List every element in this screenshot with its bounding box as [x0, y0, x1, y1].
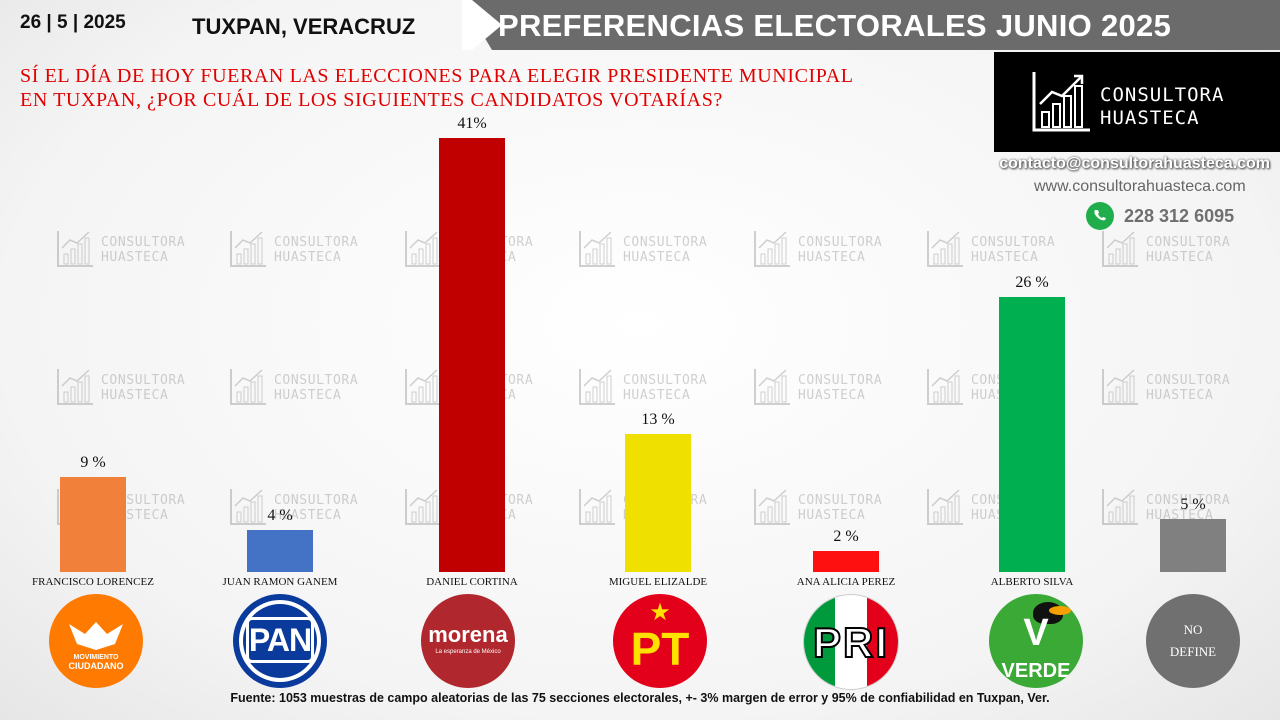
brand-name: CONSULTORA HUASTECA [1100, 84, 1224, 130]
candidate-label: ALBERTO SILVA [990, 576, 1074, 588]
source-footnote: Fuente: 1053 muestras de campo aleatoria… [230, 691, 1050, 705]
bar-value-label: 41% [457, 115, 487, 132]
morena-logo: morena La esperanza de México [421, 594, 515, 688]
eagle-icon [69, 622, 123, 650]
verde-logo: V VERDE [989, 594, 1083, 688]
bar-7 [1160, 519, 1226, 572]
candidate-label: MIGUEL ELIZALDE [608, 576, 708, 588]
no-define-line2: DEFINE [1169, 644, 1217, 659]
brand-name-line1: CONSULTORA [1100, 84, 1225, 106]
bar-2 [247, 529, 313, 572]
bar-value-label: 5 % [1180, 496, 1206, 514]
star-icon: ★ [649, 599, 671, 626]
bar-value-label: 2 % [833, 527, 859, 545]
survey-question-line1: SÍ EL DÍA DE HOY FUERAN LAS ELECCIONES P… [20, 65, 854, 87]
title-banner [462, 0, 1280, 50]
chart-growth-icon [1032, 72, 1090, 132]
mc-logo-line2: CIUDADANO [68, 661, 124, 671]
bar-5 [813, 550, 879, 572]
morena-logo-text: morena [428, 622, 508, 647]
report-date: 26 | 5 | 2025 [20, 12, 126, 33]
contact-email[interactable]: contacto@consultorahuasteca.com [999, 155, 1270, 172]
pt-logo: ★ PT [613, 594, 707, 688]
candidate-label: JUAN RAMON GANEM [222, 576, 338, 588]
page-title: PREFERENCIAS ELECTORALES JUNIO 2025 [498, 8, 1172, 43]
candidate-label: FRANCISCO LORENCEZ [32, 576, 154, 588]
website-link[interactable]: www.consultorahuasteca.com [1034, 178, 1246, 195]
no-define-line1: NO [1183, 622, 1203, 637]
pan-logo: PAN [233, 594, 327, 688]
bar-3 [439, 138, 505, 572]
bar-value-label: 9 % [80, 453, 106, 471]
survey-question-line2: EN TUXPAN, ¿POR CUÁL DE LOS SIGUIENTES C… [20, 89, 723, 111]
bar-value-label: 26 % [1015, 273, 1049, 291]
bar-value-label: 4 % [267, 506, 293, 524]
phone-number[interactable]: 228 312 6095 [1124, 206, 1235, 226]
survey-question: SÍ EL DÍA DE HOY FUERAN LAS ELECCIONES P… [20, 64, 960, 112]
pri-logo-text: PRI [812, 618, 889, 667]
pt-logo-text: PT [630, 623, 690, 675]
pri-logo: PRI [803, 594, 899, 690]
verde-logo-text: VERDE [1001, 660, 1071, 682]
candidate-label: DANIEL CORTINA [426, 576, 518, 588]
movimiento-ciudadano-logo: MOVIMIENTO CIUDADANO [49, 594, 143, 688]
whatsapp-icon [1086, 202, 1114, 230]
location-title: TUXPAN, VERACRUZ [192, 14, 416, 39]
candidate-label: ANA ALICIA PEREZ [796, 576, 896, 588]
brand-name-line2: HUASTECA [1100, 107, 1200, 129]
mc-logo-line1: MOVIMIENTO [73, 654, 119, 661]
morena-logo-subtitle: La esperanza de México [435, 649, 501, 655]
bar-6 [999, 296, 1065, 572]
bar-value-label: 13 % [641, 411, 675, 429]
bar-4 [625, 434, 691, 572]
no-define-circle: NO DEFINE [1146, 594, 1240, 688]
bar-1 [60, 476, 126, 572]
pan-logo-text: PAN [248, 622, 312, 658]
